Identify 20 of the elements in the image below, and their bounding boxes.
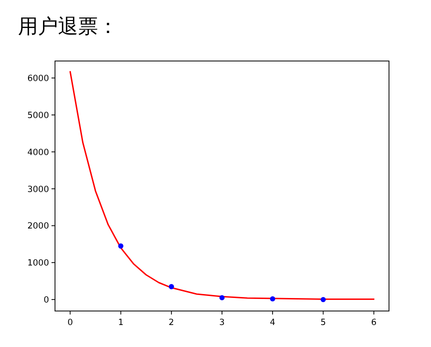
point bbox=[168, 284, 174, 290]
x-tick-label: 1 bbox=[118, 318, 124, 328]
y-tick-label: 5000 bbox=[27, 110, 49, 121]
y-tick-label: 6000 bbox=[27, 74, 49, 84]
point bbox=[320, 296, 326, 302]
point bbox=[118, 243, 124, 249]
x-tick-label: 2 bbox=[168, 318, 174, 328]
y-tick-label: 2000 bbox=[27, 222, 49, 232]
x-tick-label: 4 bbox=[270, 318, 276, 328]
y-tick-label: 3000 bbox=[27, 184, 49, 195]
y-tick-label: 1000 bbox=[27, 258, 49, 269]
point bbox=[219, 295, 225, 300]
x-tick-label: 5 bbox=[320, 318, 326, 328]
y-tick-label: 4000 bbox=[27, 148, 49, 158]
chart-title: 用户退票： bbox=[18, 14, 118, 38]
point bbox=[270, 296, 276, 302]
x-tick-label: 3 bbox=[219, 318, 225, 328]
x-tick-label: 6 bbox=[371, 318, 377, 328]
x-tick-label: 0 bbox=[67, 318, 73, 328]
y-tick-label: 0 bbox=[44, 296, 49, 306]
